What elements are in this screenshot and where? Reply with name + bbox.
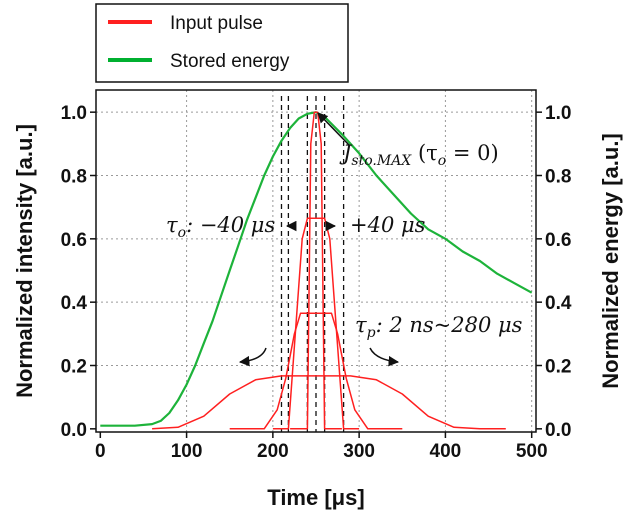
- y-tick-label-right: 1.0: [545, 103, 571, 124]
- y-tick-label-right: 0.0: [545, 420, 571, 441]
- annotations: Jsto.MAX (τo = 0) τo: −40 μs +40 μs τp: …: [166, 113, 523, 362]
- y-tick-label-right: 0.8: [545, 167, 571, 188]
- y-tick-label-left: 0.2: [61, 357, 87, 378]
- legend-label-input-pulse: Input pulse: [170, 13, 263, 34]
- peak-label-end: = 0): [446, 141, 499, 165]
- y-tick-label-right: 0.4: [545, 293, 572, 314]
- y-tick-label-right: 0.2: [545, 357, 571, 378]
- peak-label-suffix: (τ: [411, 141, 438, 165]
- offset-label-neg-text: : −40 μs: [186, 213, 275, 237]
- y-axis-title-left: Normalized intensity [a.u.]: [12, 124, 37, 398]
- width-label-text: : 2 ns~280 μs: [376, 313, 523, 337]
- y-axis-title-right: Normalized energy [a.u.]: [598, 133, 623, 389]
- y-tick-label-left: 0.8: [61, 167, 87, 188]
- y-tick-label-left: 1.0: [61, 103, 87, 124]
- x-axis-title: Time [μs]: [267, 485, 364, 510]
- x-tick-label: 200: [257, 441, 289, 462]
- x-tick-label: 500: [516, 441, 548, 462]
- x-tick-label: 100: [171, 441, 203, 462]
- width-arrow-left: [240, 348, 266, 362]
- dashed-markers: [281, 96, 343, 432]
- width-label: τp: 2 ns~280 μs: [355, 313, 523, 341]
- peak-label-sub: sto.MAX: [351, 153, 412, 169]
- series-input-pulse-line-4: [152, 376, 506, 429]
- y-tick-label-right: 0.6: [545, 230, 571, 251]
- legend-label-stored-energy: Stored energy: [170, 51, 290, 72]
- peak-label: Jsto.MAX (τo = 0): [339, 141, 499, 169]
- x-tick-label: 0: [95, 441, 106, 462]
- y-tick-label-left: 0.6: [61, 230, 87, 251]
- y-tick-label-left: 0.4: [61, 293, 88, 314]
- offset-label-sub: o: [178, 225, 186, 241]
- y-tick-label-left: 0.0: [61, 420, 87, 441]
- width-label-sym: τ: [355, 313, 367, 337]
- peak-label-suffix-sub: o: [438, 153, 446, 169]
- offset-label-neg: τo: −40 μs: [166, 213, 275, 241]
- x-tick-label: 300: [343, 441, 375, 462]
- width-label-sub: p: [367, 325, 376, 341]
- x-tick-label: 400: [430, 441, 462, 462]
- offset-label-pos: +40 μs: [350, 213, 426, 237]
- offset-label-sym: τ: [166, 213, 178, 237]
- legend: Input pulse Stored energy: [96, 4, 348, 82]
- width-arrow-right: [370, 348, 398, 362]
